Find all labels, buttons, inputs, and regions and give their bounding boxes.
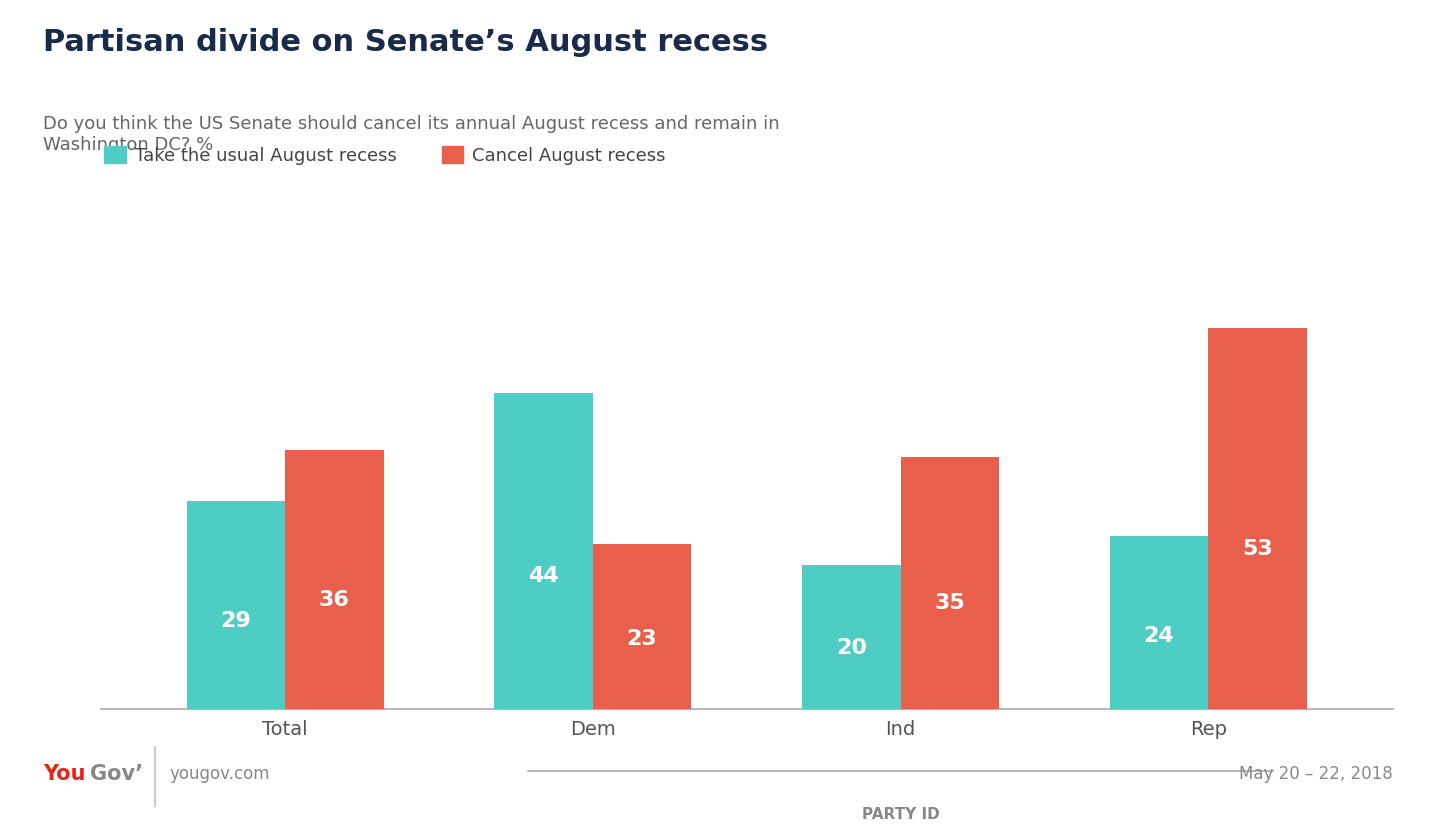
Legend: Take the usual August recess, Cancel August recess: Take the usual August recess, Cancel Aug… bbox=[96, 139, 673, 172]
Text: 20: 20 bbox=[836, 639, 867, 658]
Bar bbox=[593, 544, 691, 709]
Text: 29: 29 bbox=[221, 611, 251, 631]
Bar bbox=[1208, 328, 1307, 709]
Bar bbox=[803, 565, 900, 709]
Text: 24: 24 bbox=[1143, 626, 1175, 646]
Text: yougov.com: yougov.com bbox=[169, 765, 270, 783]
Text: You: You bbox=[43, 764, 86, 784]
Text: Partisan divide on Senate’s August recess: Partisan divide on Senate’s August reces… bbox=[43, 28, 768, 57]
Bar bbox=[900, 457, 999, 709]
Text: 36: 36 bbox=[319, 590, 350, 610]
Text: 23: 23 bbox=[626, 630, 658, 649]
Text: 53: 53 bbox=[1242, 539, 1272, 559]
Text: Gov’: Gov’ bbox=[90, 764, 144, 784]
Bar bbox=[286, 450, 383, 709]
Text: May 20 – 22, 2018: May 20 – 22, 2018 bbox=[1239, 765, 1393, 783]
Text: Do you think the US Senate should cancel its annual August recess and remain in
: Do you think the US Senate should cancel… bbox=[43, 115, 780, 154]
Text: 44: 44 bbox=[528, 566, 559, 586]
Bar bbox=[1110, 536, 1208, 709]
Bar bbox=[187, 500, 286, 709]
Text: PARTY ID: PARTY ID bbox=[862, 807, 939, 822]
Bar bbox=[494, 393, 593, 709]
Text: 35: 35 bbox=[935, 593, 965, 613]
